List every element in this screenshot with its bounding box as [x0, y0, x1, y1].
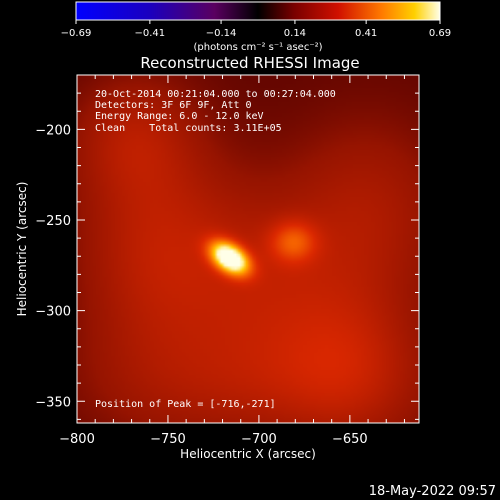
- observation-info: 20-Oct-2014 00:21:04.000 to 00:27:04.000…: [95, 89, 336, 134]
- plot-frame: [76, 74, 420, 424]
- colorbar-tick-label: −0.69: [61, 28, 92, 39]
- colorbar-tick-label: 0.14: [284, 28, 306, 39]
- chart-title: Reconstructed RHESSI Image: [140, 54, 359, 72]
- y-axis: −200 −250 −300 −350: [35, 74, 419, 420]
- colorbar-unit-label: (photons cm⁻² s⁻¹ asec⁻²): [193, 42, 322, 53]
- x-tick-label: −650: [332, 432, 368, 447]
- x-tick-label: −700: [241, 432, 277, 447]
- colorbar-tick-label: −0.14: [206, 28, 237, 39]
- x-tick-label: −800: [59, 432, 95, 447]
- info-time-range: 20-Oct-2014 00:21:04.000 to 00:27:04.000: [95, 89, 336, 100]
- image-area: [77, 75, 419, 423]
- peak-position-label: Position of Peak = [-716,-271]: [95, 399, 276, 410]
- y-tick-label: −250: [35, 214, 71, 229]
- x-axis: −800 −750 −700 −650: [59, 75, 405, 447]
- colorbar-gradient: [75, 1, 441, 21]
- colorbar: −0.69 −0.41 −0.14 0.14 0.41 0.69 (photons cm⁻…: [61, 1, 451, 53]
- colorbar-tick-label: 0.41: [355, 28, 377, 39]
- heatmap-image: [77, 75, 419, 423]
- colorbar-ticks: −0.69 −0.41 −0.14 0.14 0.41 0.69: [61, 20, 451, 39]
- footer-timestamp: 18-May-2022 09:57: [369, 484, 496, 499]
- colorbar-tick-label: 0.69: [429, 28, 451, 39]
- x-tick-label: −750: [150, 432, 186, 447]
- y-tick-label: −350: [35, 395, 71, 410]
- info-detectors: Detectors: 3F 6F 9F, Att 0: [95, 100, 252, 111]
- y-tick-label: −200: [35, 123, 71, 138]
- x-axis-label: Heliocentric X (arcsec): [180, 447, 316, 461]
- y-axis-label: Heliocentric Y (arcsec): [15, 182, 29, 317]
- info-clean-counts: Clean Total counts: 3.11E+05: [95, 123, 282, 134]
- info-energy-range: Energy Range: 6.0 - 12.0 keV: [95, 111, 264, 122]
- colorbar-tick-label: −0.41: [135, 28, 166, 39]
- y-tick-label: −300: [35, 305, 71, 320]
